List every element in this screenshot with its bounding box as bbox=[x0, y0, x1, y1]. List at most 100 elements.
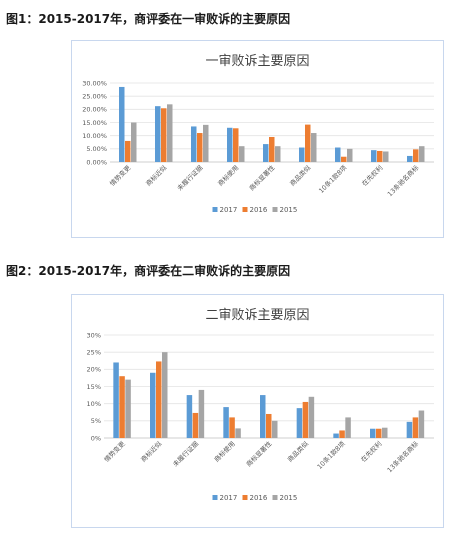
x-category-label: 未履行证据 bbox=[171, 439, 201, 469]
x-category-label: 10条1款8项 bbox=[315, 439, 347, 471]
y-tick-label: 0% bbox=[91, 434, 101, 442]
bar-2015-4 bbox=[272, 420, 278, 438]
bar-2015-8 bbox=[418, 410, 425, 438]
bar-2015-2 bbox=[198, 389, 205, 438]
bar-2015-5 bbox=[308, 396, 315, 438]
x-category-label: 情势变更 bbox=[102, 439, 127, 464]
y-tick-label: 30% bbox=[87, 331, 101, 339]
bar-2017-1 bbox=[155, 106, 161, 162]
bar-2016-0 bbox=[119, 376, 125, 438]
bar-2015-3 bbox=[239, 146, 245, 162]
bar-2016-8 bbox=[413, 149, 419, 162]
x-category-label: 情势变更 bbox=[108, 163, 133, 188]
bar-2017-4 bbox=[263, 144, 269, 162]
x-category-label: 13条驰名商标 bbox=[385, 163, 421, 199]
bar-2016-3 bbox=[229, 417, 235, 438]
x-category-label: 在先权利 bbox=[359, 439, 384, 464]
bar-2015-5 bbox=[311, 133, 317, 162]
y-tick-label: 10% bbox=[87, 400, 101, 408]
x-category-label: 商标近似 bbox=[139, 439, 164, 464]
chart-1-container: 一审败诉主要原因 0.00% 5.00% 10.00% 15.00% 20.00% 25.0… bbox=[71, 40, 444, 238]
legend-label: 2016 bbox=[250, 494, 268, 502]
bar-2017-0 bbox=[119, 86, 125, 162]
y-tick-label: 5.00% bbox=[86, 145, 107, 153]
chart-2-svg: 二审败诉主要原因 0% 5% 10% 15% 20% 25% 30% 情势变更 商标近似 未履行证据… bbox=[87, 308, 434, 502]
figure-2-heading: 图2：2015-2017年，商评委在二审败诉的主要原因 bbox=[6, 264, 291, 278]
legend-label: 2015 bbox=[280, 206, 298, 214]
bar-2016-5 bbox=[305, 124, 311, 162]
chart-1-svg: 一审败诉主要原因 0.00% 5.00% 10.00% 15.00% 20.00% 25.0… bbox=[82, 54, 434, 214]
bar-2015-1 bbox=[167, 104, 173, 162]
x-category-label: 商标显著性 bbox=[244, 439, 274, 469]
bar-2016-2 bbox=[192, 412, 199, 438]
bar-2015-2 bbox=[203, 124, 209, 162]
bar-2015-7 bbox=[382, 427, 388, 438]
bar-2016-7 bbox=[376, 428, 382, 438]
bar-2015-8 bbox=[419, 146, 425, 162]
legend-swatch-2015 bbox=[272, 207, 278, 212]
bar-2015-0 bbox=[131, 122, 137, 162]
y-tick-label: 30.00% bbox=[82, 79, 107, 87]
figure-1-heading: 图1：2015-2017年，商评委在一审败诉的主要原因 bbox=[6, 12, 291, 26]
legend-swatch-2017 bbox=[212, 207, 218, 212]
x-category-label: 商标使用 bbox=[212, 439, 237, 464]
x-category-label: 未履行证据 bbox=[175, 163, 205, 193]
x-category-label: 在先权利 bbox=[360, 163, 385, 188]
x-category-label: 商品类似 bbox=[288, 163, 313, 188]
legend-swatch-2017 bbox=[212, 495, 218, 500]
x-category-label: 10条1款8项 bbox=[317, 163, 349, 195]
x-category-label: 13条驰名商标 bbox=[385, 439, 421, 475]
bar-2015-6 bbox=[347, 148, 353, 162]
bar-2017-5 bbox=[296, 408, 303, 438]
bar-2015-0 bbox=[125, 379, 131, 438]
bar-2017-6 bbox=[333, 433, 339, 438]
bar-2016-2 bbox=[197, 133, 203, 162]
y-tick-label: 10.00% bbox=[82, 132, 107, 140]
bar-2016-0 bbox=[125, 140, 131, 162]
x-category-label: 商标使用 bbox=[216, 163, 241, 188]
x-category-label: 商标显著性 bbox=[247, 163, 277, 193]
bar-2016-1 bbox=[156, 361, 162, 438]
bar-2015-7 bbox=[383, 151, 389, 162]
bar-2017-2 bbox=[186, 395, 193, 438]
y-tick-label: 15.00% bbox=[82, 119, 107, 127]
bar-2015-4 bbox=[275, 146, 281, 162]
legend-swatch-2016 bbox=[242, 495, 248, 500]
bar-2017-5 bbox=[299, 147, 305, 162]
bar-2016-7 bbox=[377, 150, 383, 162]
bar-2017-0 bbox=[113, 362, 119, 438]
bar-2016-6 bbox=[339, 430, 345, 438]
legend-label: 2017 bbox=[220, 206, 238, 214]
bar-2016-6 bbox=[341, 156, 347, 162]
bar-2017-6 bbox=[335, 147, 341, 162]
bar-2017-2 bbox=[191, 126, 197, 162]
bar-2017-7 bbox=[370, 428, 376, 438]
bar-2015-6 bbox=[345, 417, 351, 438]
chart-title: 二审败诉主要原因 bbox=[205, 308, 309, 323]
bar-2016-4 bbox=[266, 413, 272, 438]
bar-2015-1 bbox=[162, 352, 168, 438]
legend-swatch-2015 bbox=[272, 495, 278, 500]
chart-title: 一审败诉主要原因 bbox=[205, 54, 309, 69]
y-tick-label: 15% bbox=[87, 383, 101, 391]
bar-2016-3 bbox=[233, 128, 239, 162]
legend-swatch-2016 bbox=[242, 207, 248, 212]
bar-2017-1 bbox=[150, 372, 156, 438]
legend-label: 2017 bbox=[220, 494, 238, 502]
bar-2017-3 bbox=[223, 407, 229, 438]
bar-2016-4 bbox=[269, 136, 275, 162]
x-category-label: 商标近似 bbox=[144, 163, 169, 188]
bar-2017-8 bbox=[406, 421, 413, 438]
bar-2017-8 bbox=[407, 155, 413, 162]
y-tick-label: 0.00% bbox=[86, 158, 107, 166]
y-tick-label: 20% bbox=[87, 366, 101, 374]
bar-2015-3 bbox=[235, 428, 241, 438]
x-category-label: 商品类似 bbox=[285, 439, 310, 464]
legend-label: 2015 bbox=[280, 494, 298, 502]
y-tick-label: 25.00% bbox=[82, 92, 107, 100]
bar-2017-7 bbox=[371, 150, 377, 162]
bar-2017-3 bbox=[227, 127, 233, 162]
y-tick-label: 25% bbox=[87, 348, 101, 356]
bar-2016-1 bbox=[161, 108, 167, 162]
y-tick-label: 20.00% bbox=[82, 106, 107, 114]
